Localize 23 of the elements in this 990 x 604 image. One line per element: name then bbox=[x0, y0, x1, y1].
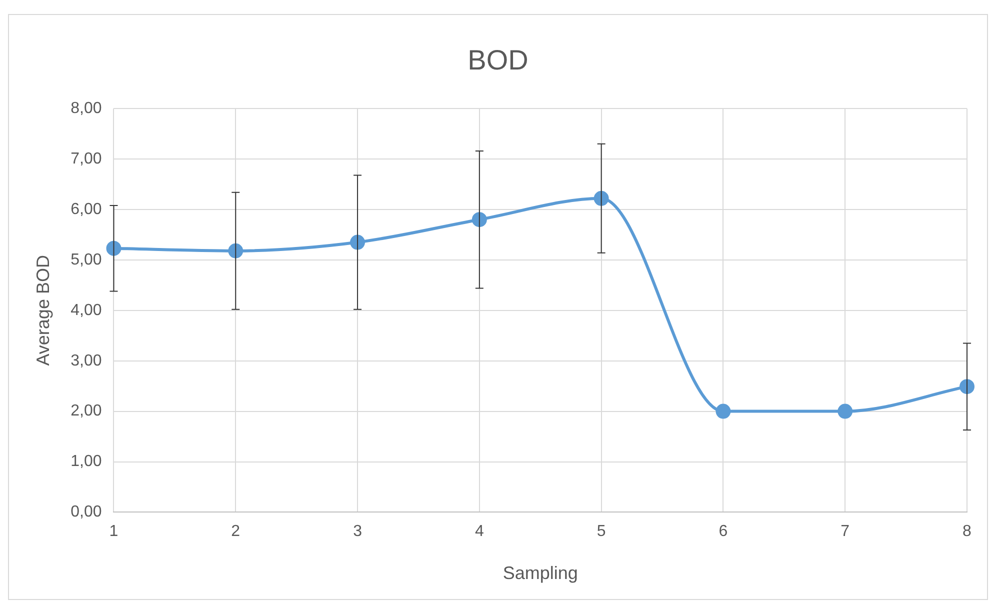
x-tick-label: 5 bbox=[596, 523, 606, 540]
x-tick-label: 3 bbox=[353, 523, 362, 540]
y-axis-title: Average BOD bbox=[32, 255, 53, 366]
x-tick-label: 8 bbox=[962, 523, 972, 540]
point bbox=[716, 404, 731, 419]
y-tick-label: 5,00 bbox=[70, 251, 102, 268]
x-tick-label: 7 bbox=[840, 523, 850, 540]
x-tick-label: 1 bbox=[109, 523, 118, 540]
x-axis-title: Sampling bbox=[502, 563, 578, 584]
y-tick-label: 4,00 bbox=[70, 302, 102, 319]
chart-title: BOD bbox=[468, 44, 528, 76]
y-tick-label: 7,00 bbox=[70, 150, 102, 168]
x-tick-label: 4 bbox=[474, 523, 484, 540]
y-tick-label: 8,00 bbox=[70, 100, 102, 118]
point bbox=[838, 404, 853, 419]
point bbox=[106, 240, 122, 256]
x-tick-label: 2 bbox=[231, 523, 240, 540]
y-tick-label: 2,00 bbox=[70, 402, 102, 420]
x-tick-label: 6 bbox=[718, 523, 728, 540]
y-tick-label: 6,00 bbox=[70, 200, 102, 218]
y-tick-label: 3,00 bbox=[70, 352, 102, 370]
y-tick-label: 0,00 bbox=[70, 504, 102, 521]
y-tick-label: 1,00 bbox=[70, 453, 102, 470]
